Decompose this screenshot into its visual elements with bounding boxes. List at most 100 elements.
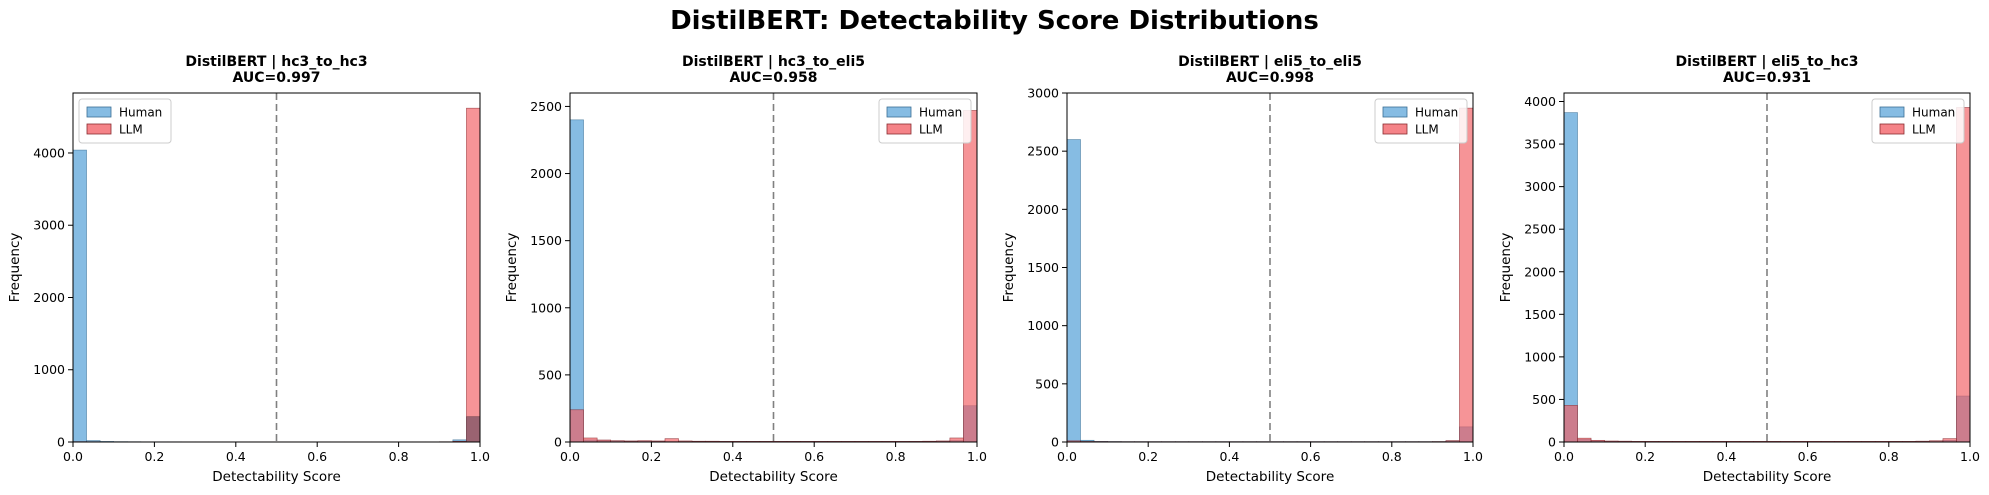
y-tick-label: 1000	[530, 300, 562, 315]
subplot-title: DistilBERT | eli5_to_eli5	[1178, 54, 1362, 70]
y-axis-label: Frequency	[1498, 233, 1514, 303]
x-tick-label: 0.4	[226, 449, 246, 464]
x-tick-label: 0.8	[389, 449, 409, 464]
x-axis-label: Detectability Score	[1703, 469, 1832, 485]
histogram-bar	[569, 409, 584, 443]
y-tick-label: 500	[1532, 392, 1556, 407]
y-axis-label: Frequency	[7, 233, 23, 303]
y-tick-label: 1000	[1524, 349, 1556, 364]
legend: Human LLM	[78, 98, 172, 144]
histogram-bar	[72, 149, 87, 443]
subplot-auc: AUC=0.997	[232, 70, 320, 86]
y-tick-label: 3000	[1027, 86, 1059, 101]
histogram-bar	[1563, 405, 1578, 443]
figure-suptitle: DistilBERT: Detectability Score Distribu…	[670, 6, 1319, 36]
legend-label-llm: LLM	[1415, 123, 1439, 137]
y-tick-label: 3000	[1524, 179, 1556, 194]
y-tick-label: 0	[1548, 435, 1556, 450]
x-tick-label: 1.0	[1463, 449, 1483, 464]
legend-label-llm: LLM	[119, 123, 143, 137]
legend-swatch-human	[886, 106, 912, 118]
histogram-bar	[949, 437, 964, 443]
x-tick-label: 1.0	[470, 449, 490, 464]
x-tick-label: 0.8	[886, 449, 906, 464]
x-tick-label: 0.4	[723, 449, 743, 464]
subplot-2: 0.0 0.2 0.4 0.6 0.8 1.0 0 500 1000 1500 2000 2500 De…	[504, 54, 987, 485]
legend-swatch-human	[1879, 106, 1905, 118]
subplot-title: DistilBERT | hc3_to_hc3	[185, 54, 367, 70]
x-axis-label: Detectability Score	[1206, 469, 1335, 485]
histogram-bar	[1066, 139, 1081, 443]
y-tick-label: 0	[57, 435, 65, 450]
y-tick-label: 1000	[1027, 318, 1059, 333]
y-axis-label: Frequency	[504, 233, 520, 303]
x-tick-label: 0.6	[1798, 449, 1818, 464]
plot-area	[1564, 93, 1970, 442]
y-tick-label: 2000	[1524, 264, 1556, 279]
histogram-bar	[583, 437, 598, 443]
y-tick-label: 3500	[1524, 137, 1556, 152]
subplot-auc: AUC=0.931	[1723, 70, 1811, 86]
subplot-auc: AUC=0.998	[1226, 70, 1314, 86]
y-tick-label: 4000	[1524, 94, 1556, 109]
legend-swatch-llm	[86, 123, 112, 135]
series-overlap-dark-tail	[466, 416, 481, 443]
y-tick-label: 0	[554, 435, 562, 450]
legend-swatch-human	[86, 106, 112, 118]
axes-frame	[569, 92, 978, 443]
x-tick-label: 0.0	[560, 449, 580, 464]
y-tick-label: 1000	[33, 362, 65, 377]
y-tick-label: 2000	[530, 166, 562, 181]
legend: Human LLM	[1374, 98, 1468, 144]
legend: Human LLM	[878, 98, 972, 144]
y-tick-label: 3000	[33, 218, 65, 233]
plot-area	[1067, 93, 1473, 442]
y-tick-label: 1500	[1524, 307, 1556, 322]
y-tick-label: 2500	[1524, 222, 1556, 237]
y-tick-label: 2000	[1027, 202, 1059, 217]
legend-label-llm: LLM	[919, 123, 943, 137]
subplot-4: 0.0 0.2 0.4 0.6 0.8 1.0 0 500 1000 1500 2000 2500 30…	[1498, 54, 1980, 485]
x-tick-label: 0.8	[1879, 449, 1899, 464]
legend-label-human: Human	[919, 106, 962, 120]
histogram-bar	[466, 107, 481, 443]
y-tick-label: 2500	[530, 99, 562, 114]
histogram-bar	[466, 416, 481, 443]
y-tick-label: 500	[538, 367, 562, 382]
legend-swatch-human	[1382, 106, 1408, 118]
legend-swatch-llm	[1879, 123, 1905, 135]
histogram-bar	[1459, 107, 1474, 443]
x-tick-label: 1.0	[967, 449, 987, 464]
y-tick-label: 4000	[33, 145, 65, 160]
subplot-3: 0.0 0.2 0.4 0.6 0.8 1.0 0 500 1000 1500 2000 2500 30…	[1001, 54, 1483, 485]
histogram-bar	[1563, 112, 1578, 443]
legend-label-human: Human	[119, 106, 162, 120]
x-tick-label: 0.6	[307, 449, 327, 464]
legend-label-human: Human	[1912, 106, 1955, 120]
axes-frame	[72, 92, 481, 443]
histogram-bar	[1942, 438, 1957, 443]
x-tick-label: 0.6	[1301, 449, 1321, 464]
y-tick-label: 0	[1051, 435, 1059, 450]
plot-area	[73, 93, 480, 442]
y-tick-label: 1500	[530, 233, 562, 248]
subplot-auc: AUC=0.958	[729, 70, 817, 86]
subplot-1: 0.0 0.2 0.4 0.6 0.8 1.0 0 1000 2000 3000 4000 Detec…	[7, 54, 490, 485]
histogram-bar	[1956, 107, 1971, 443]
histogram-bar	[1577, 437, 1592, 443]
x-axis-label: Detectability Score	[709, 469, 838, 485]
legend: Human LLM	[1871, 98, 1965, 144]
legend-label-llm: LLM	[1912, 123, 1936, 137]
x-tick-label: 0.4	[1219, 449, 1239, 464]
x-tick-label: 0.6	[804, 449, 824, 464]
x-tick-label: 0.0	[1554, 449, 1574, 464]
legend-label-human: Human	[1415, 106, 1458, 120]
x-tick-label: 0.2	[144, 449, 164, 464]
x-axis-label: Detectability Score	[212, 469, 341, 485]
histogram-bar	[963, 110, 978, 443]
x-tick-label: 0.8	[1382, 449, 1402, 464]
histogram-bar	[664, 438, 679, 443]
y-tick-label: 500	[1035, 376, 1059, 391]
x-tick-label: 1.0	[1960, 449, 1980, 464]
